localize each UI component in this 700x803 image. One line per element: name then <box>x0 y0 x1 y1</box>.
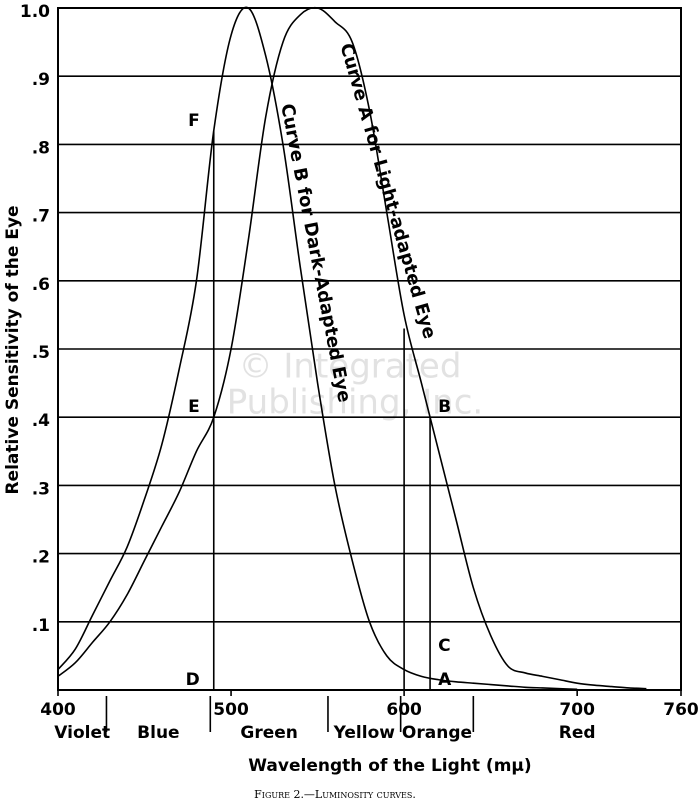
y-tick-label: .6 <box>32 275 50 295</box>
y-tick-label: .3 <box>32 479 50 499</box>
y-tick-label: .2 <box>32 548 50 568</box>
caption: Figure 2.—Luminosity curves. <box>254 788 416 801</box>
y-tick-label: .8 <box>32 138 50 158</box>
y-tick-label: .1 <box>32 616 50 636</box>
point-label: D <box>186 670 200 690</box>
curve <box>57 6 647 690</box>
x-tick-label: 500 <box>213 700 249 720</box>
y-tick-label: 1.0 <box>20 2 50 22</box>
x-tick-label: 700 <box>559 700 595 720</box>
band-label: Blue <box>137 723 179 743</box>
x-tick-label: 600 <box>386 700 422 720</box>
point-label: E <box>188 397 200 417</box>
y-tick-label: .7 <box>32 207 50 227</box>
band-label: Violet <box>54 723 110 743</box>
x-tick-label: 400 <box>40 700 76 720</box>
point-label: B <box>438 397 451 417</box>
x-axis-label: Wavelength of the Light (mμ) <box>248 756 531 776</box>
point-label: F <box>188 111 200 131</box>
x-tick-label: 760 <box>663 700 699 720</box>
y-tick-label: .5 <box>32 343 50 363</box>
band-label: Yellow <box>333 723 396 743</box>
band-label: Orange <box>402 723 472 743</box>
watermark: © Integrated <box>239 347 462 387</box>
y-tick-label: .9 <box>32 70 50 90</box>
curve-label: Curve A for Light-adapted Eye <box>335 41 440 341</box>
band-label: Green <box>240 723 298 743</box>
y-tick-label: .4 <box>32 411 50 431</box>
point-label: C <box>438 636 450 656</box>
curve <box>57 6 578 691</box>
watermark: Publishing, Inc. <box>227 383 483 423</box>
band-label: Red <box>559 723 596 743</box>
y-axis-label: Relative Sensitivity of the Eye <box>3 205 23 494</box>
